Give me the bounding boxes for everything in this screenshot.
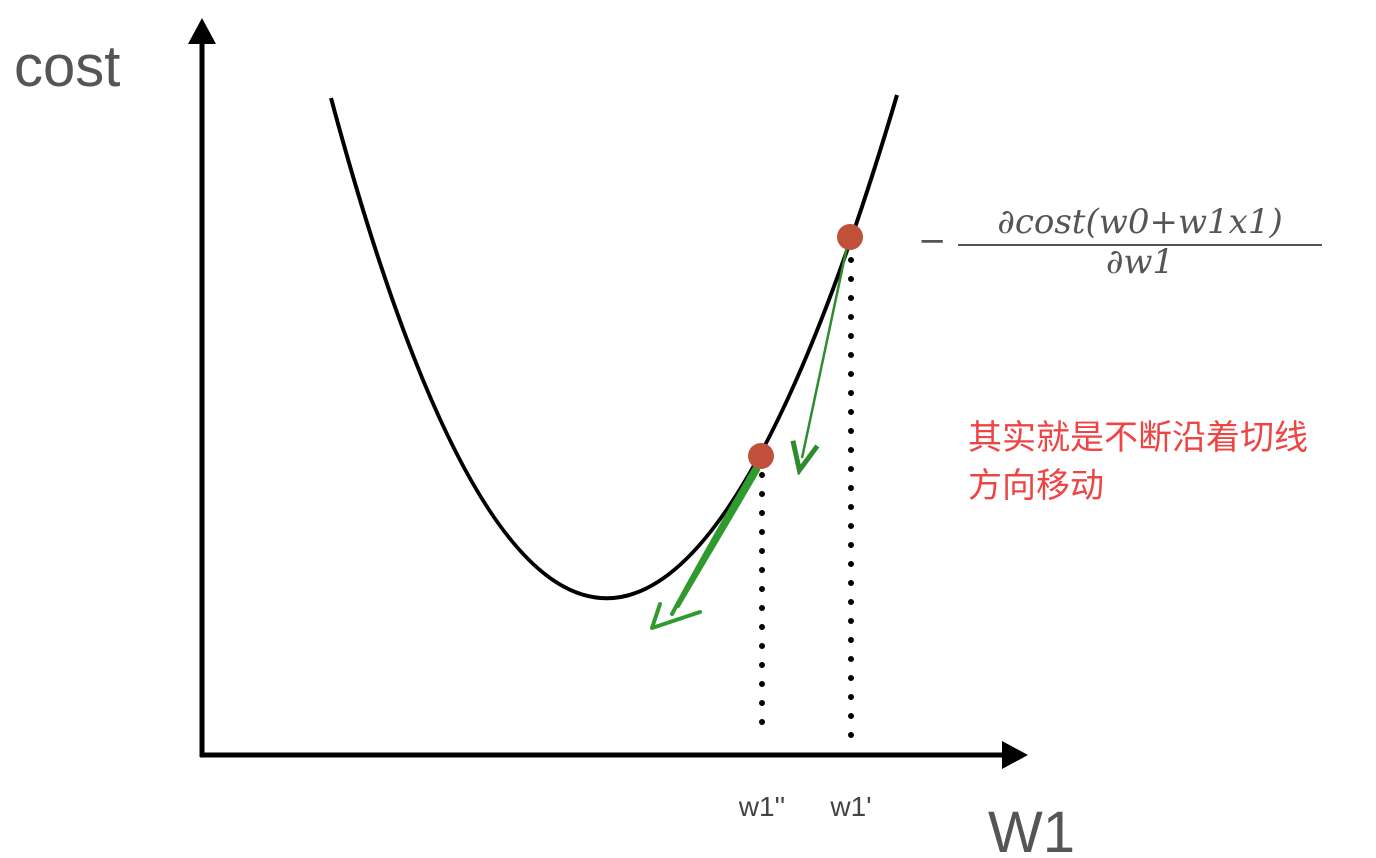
- formula-sign: −: [918, 221, 947, 261]
- point-w1-prime: [837, 224, 863, 250]
- tick-label-w1-prime: w1': [829, 791, 871, 822]
- formula-numerator: ∂cost(w0+w1x1): [997, 202, 1283, 242]
- x-axis-arrowhead: [1002, 741, 1028, 769]
- hand-drawn-arrowhead: [650, 602, 702, 630]
- tick-label-w1-second: w1'': [738, 791, 785, 822]
- y-axis-arrowhead: [188, 18, 216, 44]
- point-w1-second: [748, 443, 774, 469]
- tangent-arrow: [802, 241, 850, 458]
- annotation-note: 其实就是不断沿着切线 方向移动: [968, 414, 1368, 510]
- hand-drawn-arrow: [670, 460, 760, 616]
- cost-curve: [329, 94, 899, 601]
- formula-denominator: ∂w1: [1106, 242, 1174, 282]
- annotation-line-2: 方向移动: [968, 466, 1104, 506]
- y-axis-label: cost: [14, 34, 120, 99]
- annotation-line-1: 其实就是不断沿着切线: [968, 418, 1308, 458]
- x-axis-label: W1: [988, 800, 1075, 858]
